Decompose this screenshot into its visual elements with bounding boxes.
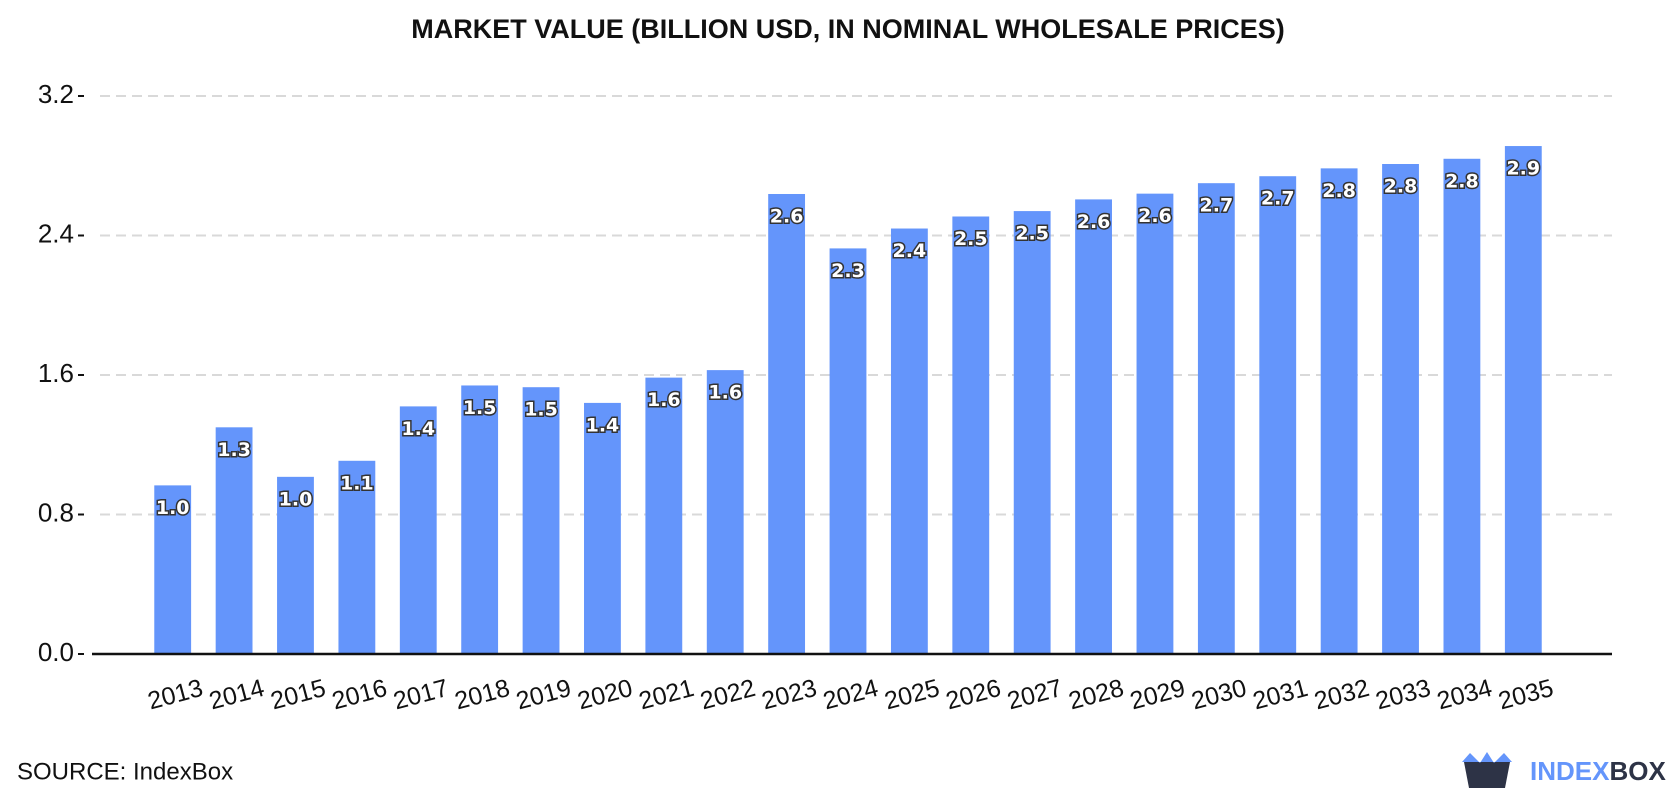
x-tick-label: 2033	[1373, 674, 1434, 715]
value-label: 2.8	[1445, 170, 1479, 192]
x-tick-label: 2019	[513, 674, 574, 715]
value-label: 2.8	[1384, 176, 1418, 198]
x-tick-label: 2027	[1004, 674, 1065, 715]
value-label: 1.4	[401, 418, 435, 440]
source: SOURCE: IndexBox	[17, 758, 233, 785]
value-label: 2.6	[1077, 211, 1111, 233]
x-tick-label: 2018	[452, 674, 513, 715]
bar	[645, 377, 683, 654]
bar	[338, 460, 376, 654]
bar	[1382, 164, 1419, 654]
bar	[215, 427, 253, 654]
value-label: 2.5	[1015, 223, 1049, 245]
bar	[1136, 193, 1174, 654]
y-tick-label: 2.4	[38, 218, 74, 248]
bar	[522, 387, 560, 654]
bar	[1075, 199, 1112, 655]
logo-icon	[1462, 752, 1512, 788]
value-label: 1.5	[463, 397, 497, 419]
bar	[1013, 211, 1051, 654]
chart-title: MARKET VALUE (BILLION USD, IN NOMINAL WH…	[411, 14, 1285, 44]
bar	[829, 248, 867, 654]
bar	[706, 370, 744, 654]
x-tick-label: 2034	[1434, 674, 1495, 715]
value-label: 1.6	[647, 389, 681, 411]
bar	[768, 193, 806, 654]
value-label: 1.6	[708, 382, 742, 404]
bar	[1197, 183, 1235, 654]
bar	[1504, 146, 1542, 654]
x-tick-label: 2021	[636, 674, 697, 715]
x-tick-label: 2030	[1188, 674, 1249, 715]
bar	[1259, 176, 1297, 654]
y-tick-label: 0.8	[38, 497, 74, 527]
x-tick-label: 2022	[697, 674, 758, 715]
value-label: 1.5	[524, 399, 558, 421]
x-tick-label: 2023	[759, 674, 820, 715]
bar	[584, 402, 621, 654]
x-tick-label: 2026	[943, 674, 1004, 715]
x-tick-label: 2028	[1066, 674, 1127, 715]
value-label: 2.6	[1138, 205, 1172, 227]
logo-part: INDEX	[1530, 756, 1610, 786]
bar	[1320, 168, 1358, 654]
value-label: 2.7	[1261, 188, 1295, 210]
value-label: 2.3	[831, 260, 865, 282]
logo: INDEXBOX	[1530, 756, 1666, 786]
value-label: 2.6	[770, 205, 804, 227]
y-tick-label: 0.0	[38, 637, 74, 667]
value-label: 1.0	[156, 497, 190, 519]
bar	[399, 406, 437, 654]
bar	[1443, 158, 1481, 654]
value-label: 2.5	[954, 228, 988, 250]
x-tick-label: 2013	[145, 674, 206, 715]
value-label: 2.4	[893, 240, 927, 262]
bar	[154, 485, 192, 654]
x-tick-label: 2016	[329, 674, 390, 715]
value-label: 1.0	[279, 488, 313, 510]
value-label: 1.1	[340, 472, 374, 494]
y-tick-label: 3.2	[38, 79, 74, 109]
logo-part: BOX	[1609, 756, 1666, 786]
value-label: 1.3	[217, 439, 251, 461]
value-label: 1.4	[586, 414, 620, 436]
x-tick-label: 2017	[390, 674, 451, 715]
x-tick-label: 2020	[575, 674, 636, 715]
value-label: 2.9	[1506, 158, 1540, 180]
value-label: 2.7	[1200, 195, 1234, 217]
x-tick-label: 2015	[268, 674, 329, 715]
bar	[277, 476, 314, 654]
x-tick-label: 2014	[206, 674, 267, 715]
value-label: 2.8	[1322, 180, 1356, 202]
x-tick-label: 2029	[1127, 674, 1188, 715]
bar	[952, 216, 990, 655]
bar	[461, 385, 499, 654]
x-tick-label: 2025	[882, 674, 943, 715]
x-tick-label: 2035	[1495, 674, 1556, 715]
x-tick-label: 2032	[1311, 674, 1372, 715]
x-tick-label: 2031	[1250, 674, 1311, 715]
x-tick-label: 2024	[820, 674, 881, 715]
bar	[890, 228, 928, 654]
y-tick-label: 1.6	[38, 358, 74, 388]
